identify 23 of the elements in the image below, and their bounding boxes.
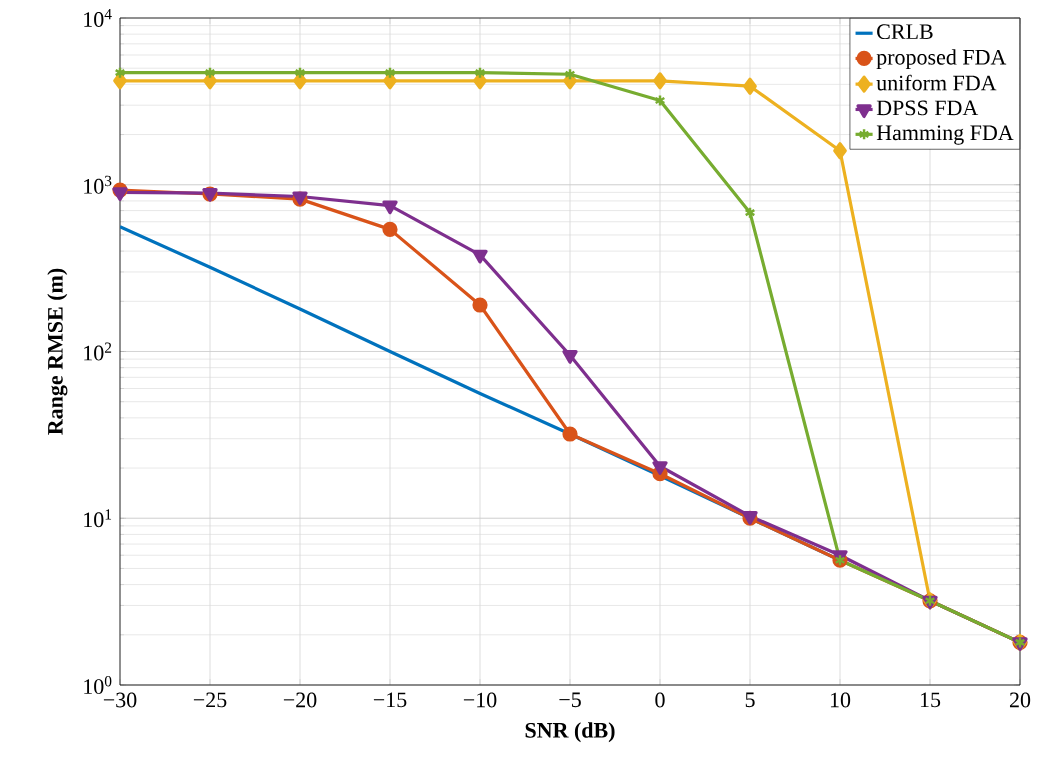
legend-label: uniform FDA — [876, 74, 997, 91]
x-tick-label: −5 — [559, 692, 581, 708]
x-tick-label: 0 — [655, 692, 665, 708]
x-tick-label: 20 — [1009, 692, 1031, 708]
y-tick-label: 10$^{1}$ — [84, 509, 112, 528]
y-tick-label: 10$^{4}$ — [84, 9, 112, 27]
x-tick-label: −20 — [283, 692, 317, 708]
x-tick-label: 10 — [830, 692, 851, 708]
legend-label: DPSS FDA — [876, 100, 979, 116]
x-tick-label: −10 — [463, 692, 497, 708]
x-axis-title: SNR (dB) — [525, 722, 615, 743]
x-tick-label: −25 — [193, 692, 227, 708]
y-axis-title: Range RMSE (m) — [47, 268, 68, 435]
x-tick-label: 5 — [745, 692, 755, 708]
legend-label: CRLB — [877, 24, 933, 40]
x-tick-label: −30 — [103, 692, 137, 708]
y-tick-label: 10$^{2}$ — [84, 342, 112, 361]
y-tick-label: 10$^{3}$ — [84, 175, 112, 194]
y-tick-label: 10$^{0}$ — [84, 676, 112, 694]
x-tick-label: 15 — [920, 692, 941, 708]
legend-label: proposed FDA — [876, 49, 1007, 70]
x-tick-label: −15 — [373, 692, 407, 708]
legend-label: Hamming FDA — [876, 125, 1014, 145]
